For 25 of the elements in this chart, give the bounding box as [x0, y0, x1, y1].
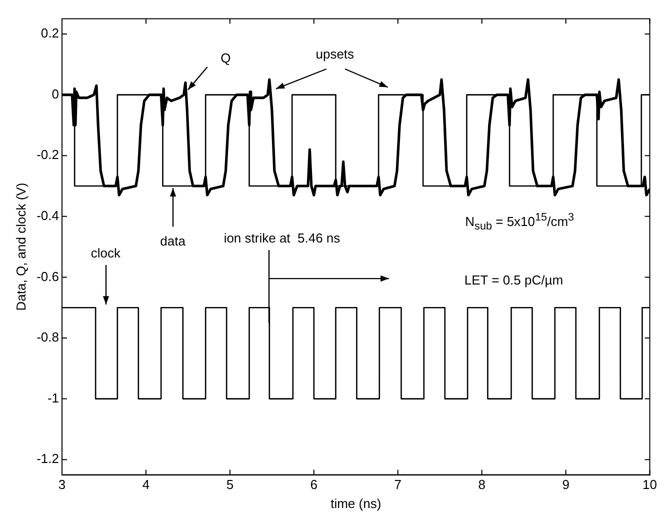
annotation: LET = 0.5 pC/µm [464, 272, 564, 288]
y-tick-label: 0 [52, 86, 59, 102]
y-tick-label: -0.2 [36, 147, 59, 162]
annotation: upsets [316, 46, 354, 62]
y-tick-label: -1.2 [36, 451, 59, 466]
annotation: clock [90, 245, 120, 260]
y-tick-label: -1 [47, 390, 59, 406]
x-tick-label: 9 [562, 477, 570, 492]
annotation: data [160, 233, 186, 248]
x-axis-title: time (ns) [330, 496, 382, 511]
x-tick-label: 4 [142, 477, 150, 492]
x-tick-label: 3 [58, 477, 66, 492]
x-tick-label: 10 [642, 477, 658, 492]
y-tick-label: 0.2 [40, 26, 59, 41]
annotation: Q [220, 50, 231, 66]
x-tick-label: 5 [226, 477, 234, 492]
y-tick-label: -0.4 [36, 208, 59, 223]
y-tick-label: -0.6 [36, 268, 59, 284]
x-tick-label: 6 [310, 477, 318, 492]
x-tick-label: 8 [478, 477, 486, 492]
x-tick-label: 7 [394, 477, 402, 492]
y-axis-title: Data, Q, and clock (V) [13, 182, 28, 311]
annotation: ion strike at 5.46 ns [224, 230, 340, 246]
y-tick-label: -0.8 [36, 330, 59, 345]
annotation: N$_{sub}$ = 5x10$^{15}$/cm$^{3}$ [465, 212, 574, 233]
